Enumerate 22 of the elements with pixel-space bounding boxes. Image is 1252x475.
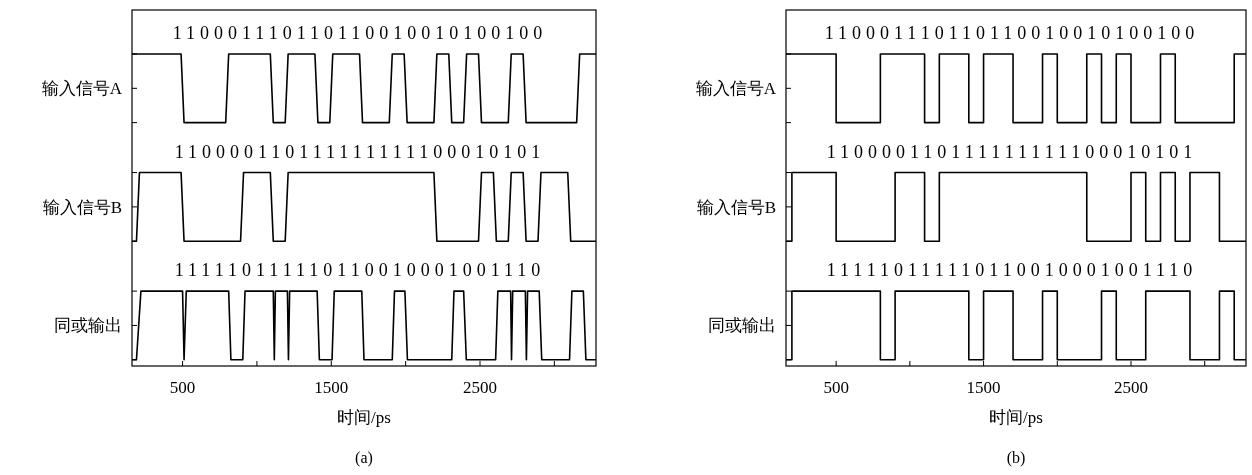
legend-label: 输入信号B [42, 197, 122, 217]
text: (a) [355, 449, 373, 467]
text: 110001110110110010010100100 [824, 23, 1200, 43]
annotation: 110000110111111111100010101 [826, 141, 1198, 162]
x-tick-label: 500 [823, 378, 849, 397]
x-axis-title: 时间/ps [989, 408, 1043, 427]
x-tick-label: 500 [169, 378, 196, 397]
x-tick-label: 1500 [966, 378, 1001, 397]
annotation: 111110111110110010001001110 [174, 260, 546, 281]
legend-label: 输入信号B [696, 197, 776, 217]
legend-label: 同或输出 [54, 316, 122, 336]
legend-label: 同或输出 [708, 316, 776, 336]
x-tick-label: 2500 [1114, 378, 1148, 397]
x-tick-label: 1500 [314, 378, 349, 397]
legend-label: 输入信号A [41, 79, 123, 99]
annotation: 111110111110110010001001110 [826, 260, 1198, 281]
annotation: 110000110111111111100010101 [174, 141, 546, 162]
text: 110001110110110010010100100 [172, 23, 548, 43]
x-axis-title: 时间/ps [337, 408, 391, 427]
text: (b) [1006, 449, 1026, 467]
legend-label: 输入信号A [695, 79, 777, 99]
x-tick-label: 2500 [463, 378, 497, 397]
